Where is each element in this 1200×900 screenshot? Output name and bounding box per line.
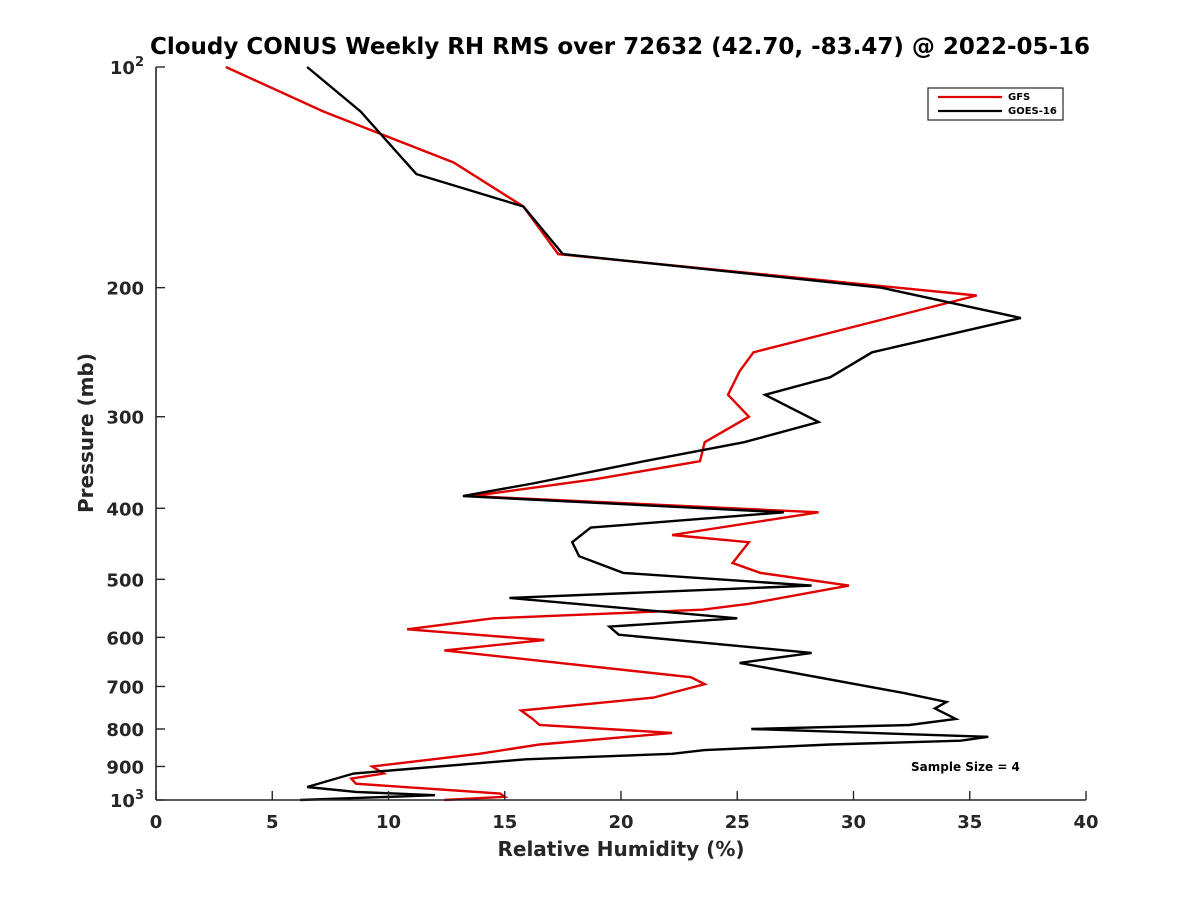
x-ticks: 0 5 10 15 20 25 30 35 40 xyxy=(150,791,1099,833)
legend-label-gfs: GFS xyxy=(1008,92,1030,103)
y-axis-label: Pressure (mb) xyxy=(74,353,98,513)
y-tick-label: 900 xyxy=(106,757,144,778)
series-line-goes-16 xyxy=(300,66,1022,802)
x-tick-label: 20 xyxy=(608,812,633,833)
legend-label-goes-16: GOES-16 xyxy=(1008,106,1057,117)
x-tick-label: 25 xyxy=(725,812,750,833)
x-tick-label: 15 xyxy=(492,812,517,833)
legend: GFS GOES-16 xyxy=(927,87,1064,121)
y-ticks: 102 200 300 400 500 600 700 800 900 103 xyxy=(106,55,165,812)
series-line-gfs xyxy=(225,65,977,802)
series-layer xyxy=(225,65,1022,802)
y-tick-label: 600 xyxy=(106,628,144,649)
x-tick-label: 40 xyxy=(1073,812,1098,833)
legend-box xyxy=(927,87,1064,121)
y-tick-label: 500 xyxy=(106,570,144,591)
y-tick-label: 300 xyxy=(106,408,144,429)
plot-area xyxy=(156,67,1086,800)
y-tick-label: 200 xyxy=(106,279,144,300)
y-tick-label: 700 xyxy=(106,677,144,698)
y-tick-label: 400 xyxy=(106,499,144,520)
x-tick-label: 35 xyxy=(957,812,982,833)
y-tick-label: 103 xyxy=(110,788,144,812)
chart-title: Cloudy CONUS Weekly RH RMS over 72632 (4… xyxy=(150,34,1090,60)
y-tick-label: 800 xyxy=(106,720,144,741)
y-tick-label: 102 xyxy=(110,55,144,79)
sample-size-annotation: Sample Size = 4 xyxy=(911,760,1020,774)
x-tick-label: 0 xyxy=(150,812,163,833)
x-tick-label: 30 xyxy=(841,812,866,833)
x-axis-label: Relative Humidity (%) xyxy=(497,837,744,861)
x-tick-label: 10 xyxy=(376,812,401,833)
x-tick-label: 5 xyxy=(266,812,279,833)
